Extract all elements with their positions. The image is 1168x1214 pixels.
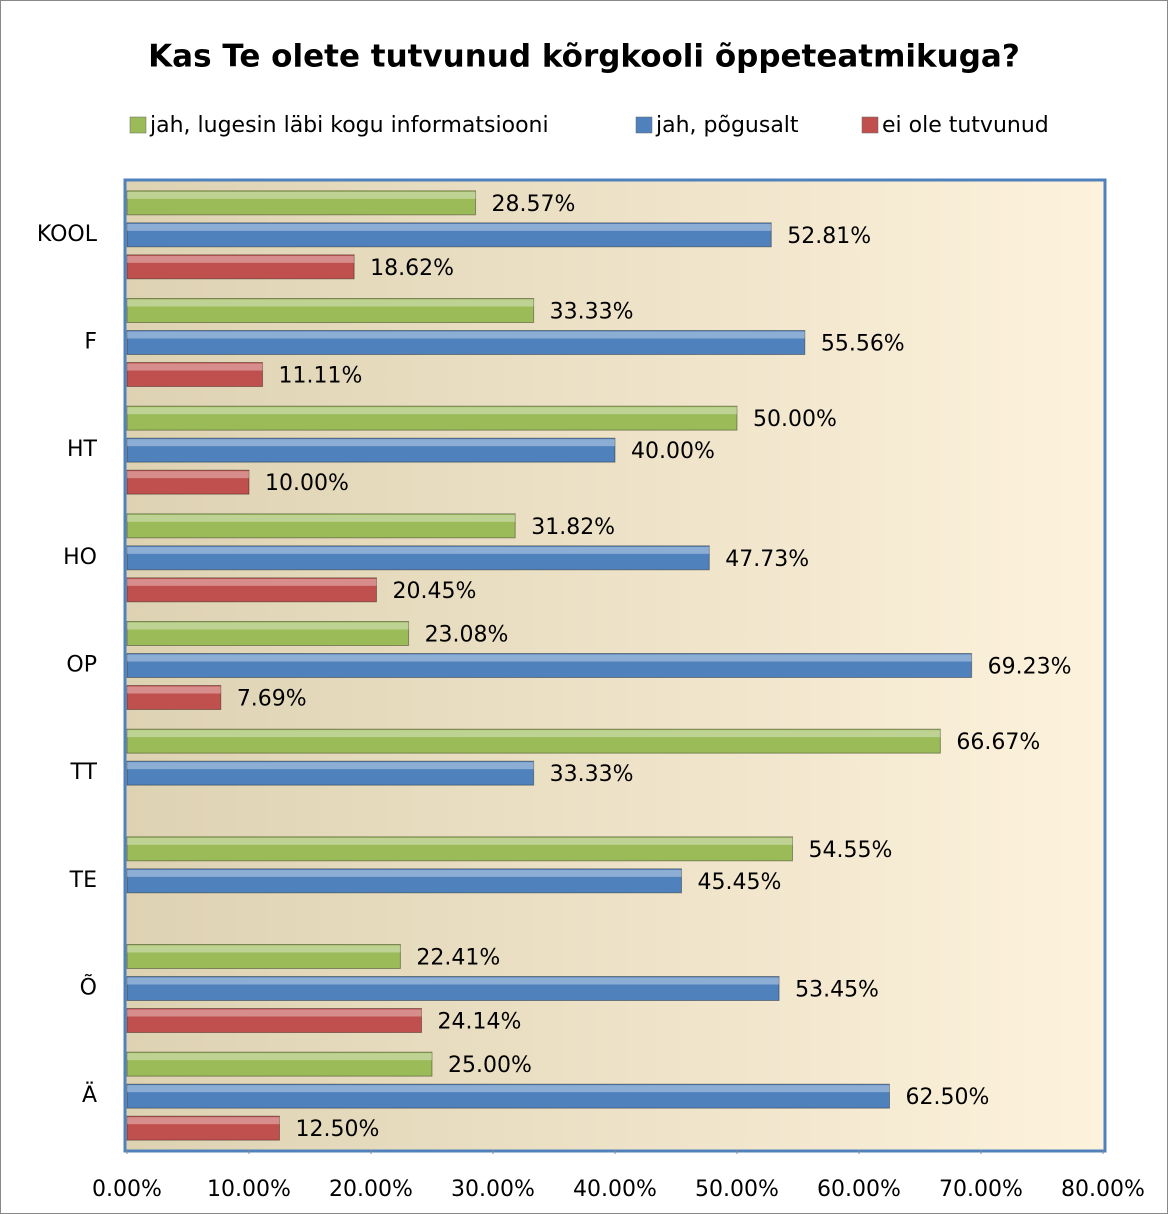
data-label: 66.67% — [956, 730, 1040, 755]
data-label: 22.41% — [416, 946, 500, 971]
y-tick-label: F — [84, 330, 97, 355]
data-label: 24.14% — [438, 1010, 522, 1035]
x-tick-label: 60.00% — [817, 1177, 901, 1202]
bar — [126, 362, 264, 387]
bar — [126, 513, 516, 539]
data-label: 54.55% — [809, 838, 893, 863]
y-tick-label: HT — [67, 437, 98, 462]
data-label: 11.11% — [279, 364, 363, 389]
bar — [126, 1008, 423, 1033]
legend-label: jah, lugesin läbi kogu informatsiooni — [149, 113, 549, 138]
data-label: 50.00% — [753, 407, 837, 432]
data-label: 28.57% — [492, 192, 576, 217]
bar — [126, 222, 772, 248]
bar — [126, 298, 535, 323]
data-label: 18.62% — [370, 256, 454, 281]
bar — [126, 1083, 890, 1109]
y-tick-label: OP — [66, 653, 97, 678]
data-label: 69.23% — [988, 655, 1072, 680]
data-label: 52.81% — [787, 224, 871, 249]
x-tick-label: 10.00% — [207, 1177, 291, 1202]
bar — [126, 728, 941, 754]
legend-swatch — [635, 116, 653, 134]
bar — [126, 1051, 433, 1077]
bar — [126, 330, 806, 355]
bar — [126, 469, 250, 495]
x-tick-label: 70.00% — [939, 1177, 1023, 1202]
x-tick-label: 50.00% — [695, 1177, 779, 1202]
x-tick-label: 80.00% — [1061, 1177, 1145, 1202]
bar — [126, 545, 710, 571]
y-tick-label: TT — [70, 760, 98, 785]
bar — [126, 944, 401, 969]
y-tick-label: KOOL — [37, 222, 98, 247]
bar — [126, 577, 377, 603]
bar — [126, 760, 535, 786]
bar — [126, 653, 973, 678]
data-label: 55.56% — [821, 332, 905, 357]
data-label: 20.45% — [392, 579, 476, 604]
bar — [126, 254, 355, 280]
data-label: 10.00% — [265, 471, 349, 496]
legend-label: ei ole tutvunud — [882, 113, 1049, 138]
bar — [126, 190, 477, 216]
data-label: 47.73% — [725, 547, 809, 572]
data-label: 25.00% — [448, 1053, 532, 1078]
data-label: 33.33% — [550, 762, 634, 787]
data-label: 45.45% — [697, 870, 781, 895]
bar — [126, 437, 616, 463]
data-label: 62.50% — [906, 1085, 990, 1110]
legend-label: jah, põgusalt — [655, 113, 799, 138]
bar — [126, 621, 410, 646]
bar — [126, 685, 222, 710]
bar — [126, 976, 780, 1001]
x-tick-label: 40.00% — [573, 1177, 657, 1202]
data-label: 7.69% — [237, 687, 307, 712]
x-tick-label: 20.00% — [329, 1177, 413, 1202]
chart-title: Kas Te olete tutvunud kõrgkooli õppeteat… — [148, 39, 1020, 75]
x-tick-label: 0.00% — [92, 1177, 162, 1202]
y-tick-label: HO — [63, 545, 97, 570]
data-label: 33.33% — [550, 300, 634, 325]
legend-swatch — [129, 116, 147, 134]
bar — [126, 836, 794, 862]
x-tick-label: 30.00% — [451, 1177, 535, 1202]
y-tick-label: Õ — [80, 974, 97, 1001]
data-label: 12.50% — [296, 1117, 380, 1142]
data-label: 40.00% — [631, 439, 715, 464]
data-label: 53.45% — [795, 978, 879, 1003]
legend-swatch — [861, 116, 879, 134]
y-tick-label: Ä — [82, 1082, 97, 1108]
bar — [126, 1115, 280, 1141]
bar — [126, 405, 738, 431]
bar — [126, 868, 682, 894]
data-label: 23.08% — [425, 623, 509, 648]
data-label: 31.82% — [531, 515, 615, 540]
y-tick-label: TE — [69, 868, 97, 893]
